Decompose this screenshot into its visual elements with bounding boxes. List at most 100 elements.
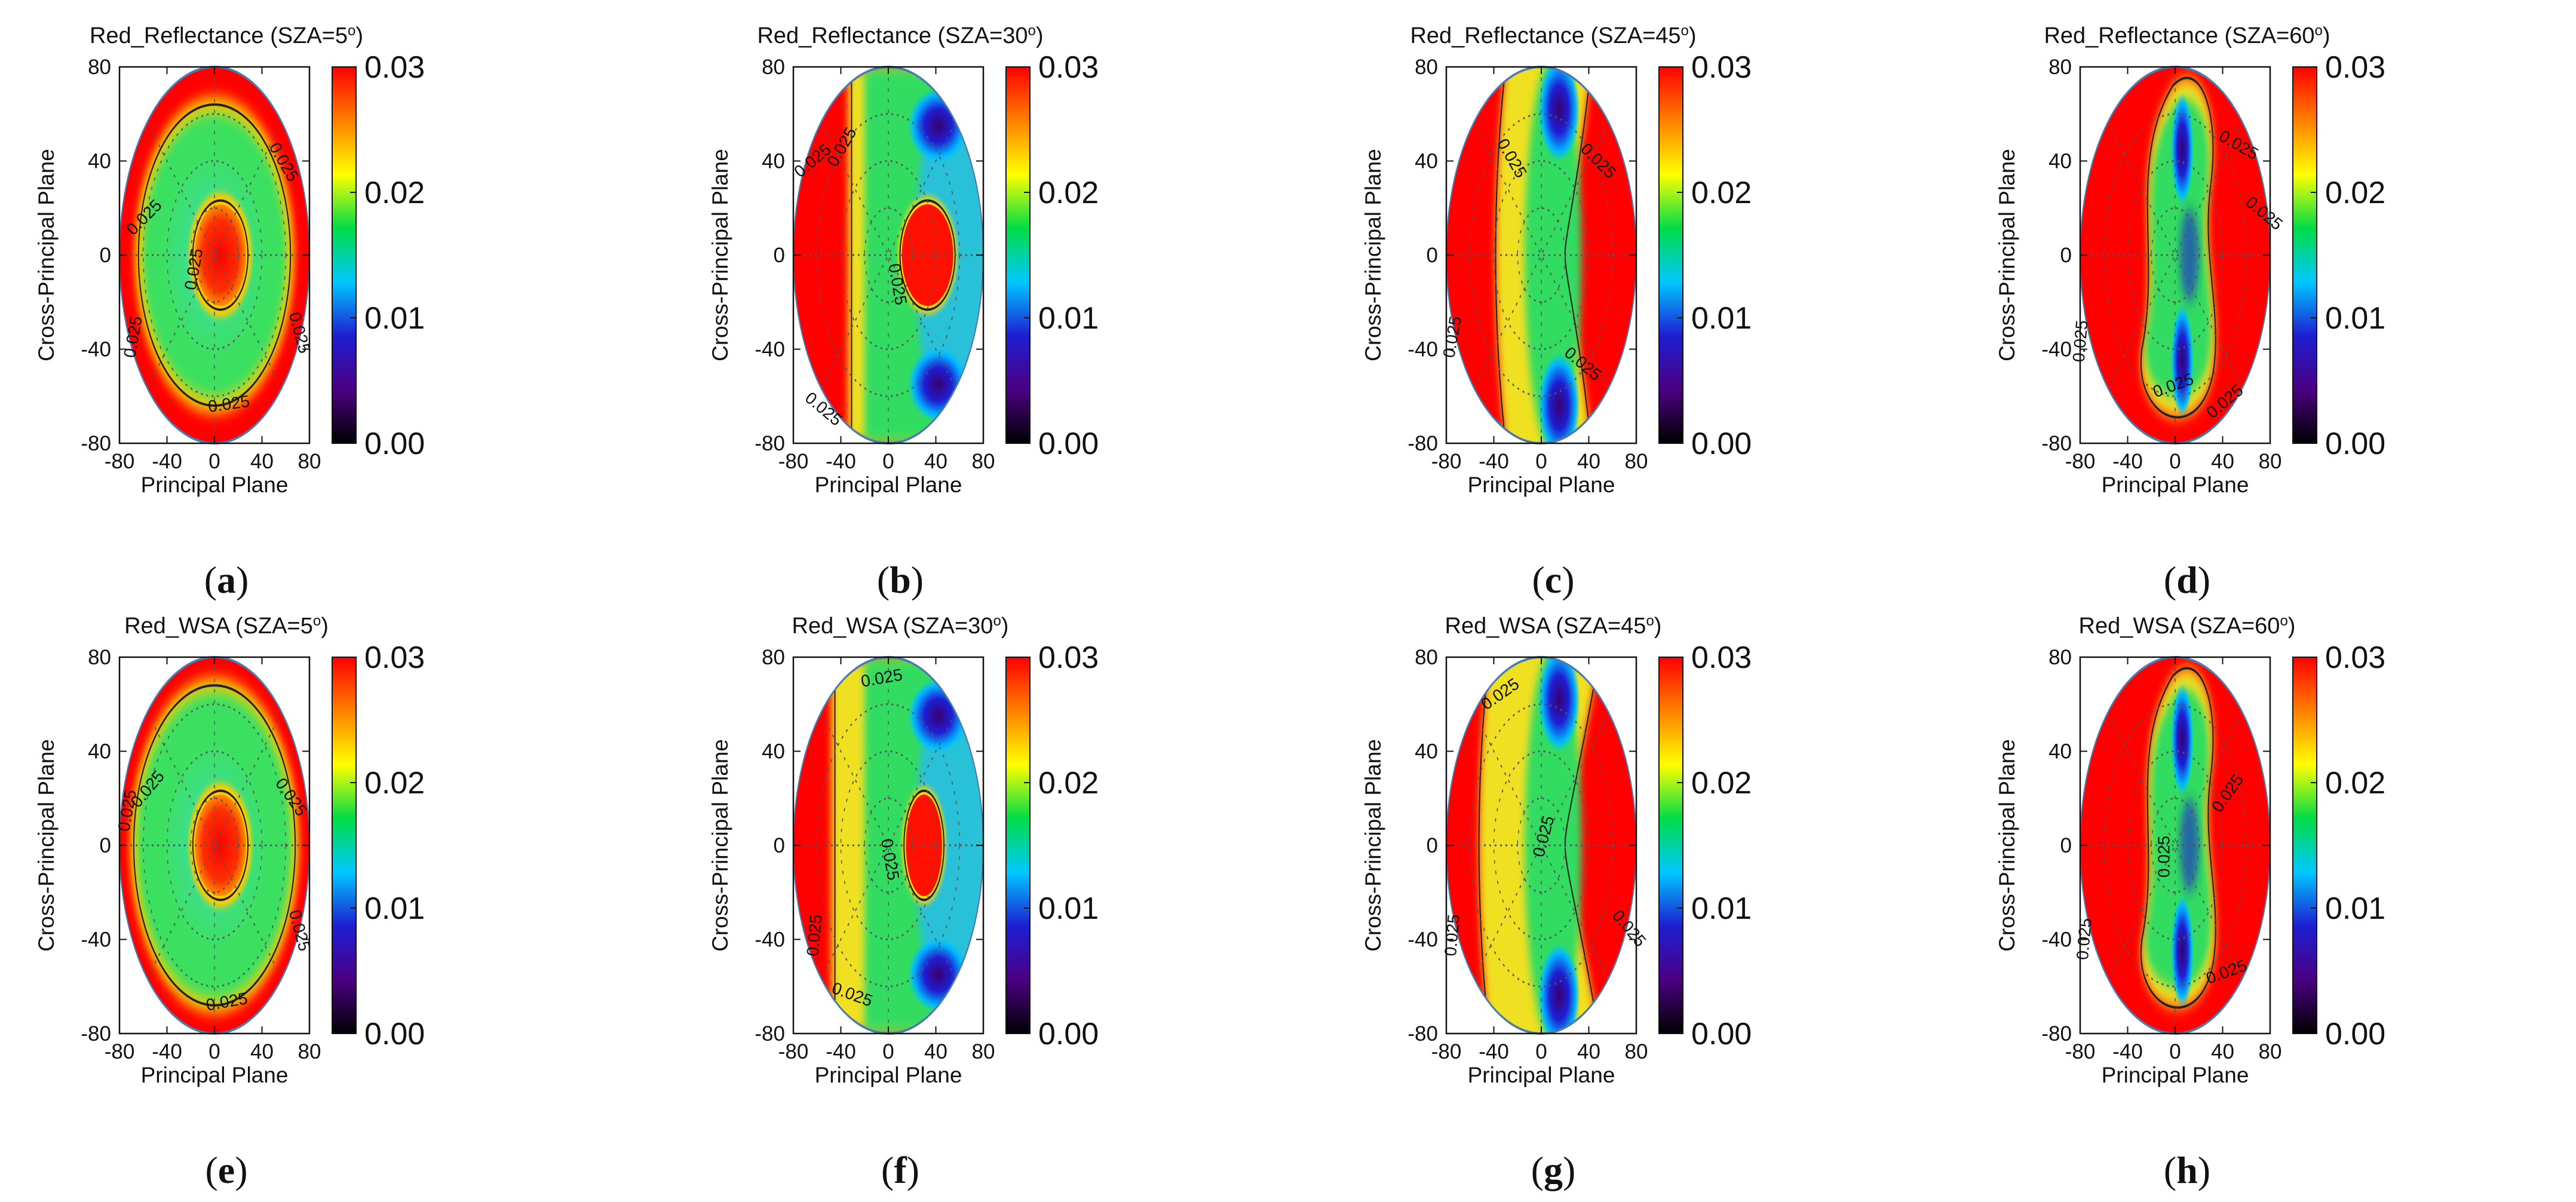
- y-tick-label: 80: [88, 646, 111, 669]
- colorbar-tick-label: 0.01: [1691, 891, 1752, 926]
- y-tick-label: 80: [2048, 646, 2072, 669]
- colorbar-tick-label: 0.00: [1038, 427, 1099, 461]
- panel-letter-value: e: [218, 1149, 235, 1191]
- x-tick-label: -80: [1431, 450, 1462, 473]
- panel-title-sza: 60: [2255, 614, 2280, 639]
- colorbar-tick-label: 0.01: [2325, 301, 2385, 336]
- panel-letter-value: a: [217, 559, 236, 601]
- x-axis-label: Principal Plane: [141, 473, 289, 497]
- y-tick-label: 80: [762, 56, 785, 79]
- y-tick-label: 40: [1415, 150, 1438, 173]
- x-tick-label: -80: [2065, 1040, 2096, 1063]
- contour-line: [2140, 667, 2216, 1009]
- panel-title-sza: 30: [1002, 23, 1028, 48]
- colorbar-tick-label: 0.02: [1691, 176, 1752, 210]
- y-axis-label: Cross-Principal Plane: [708, 149, 732, 361]
- heatmap-low-bottom: [907, 347, 969, 422]
- y-tick-label: 80: [88, 56, 111, 79]
- heatmap-field: [793, 67, 983, 444]
- colorbar-tick-label: 0.02: [1691, 766, 1752, 801]
- y-tick-label: 80: [1415, 646, 1438, 669]
- y-tick-label: -80: [2041, 432, 2072, 455]
- paren-close: ): [1562, 559, 1574, 601]
- y-tick-label: -80: [81, 1022, 111, 1045]
- grid-ring: [166, 750, 263, 940]
- colorbar-tick-label: 0.03: [364, 50, 425, 85]
- panel-title-suffix: ): [1001, 614, 1009, 639]
- colorbar: [1005, 66, 1031, 444]
- x-tick-label: -40: [2112, 450, 2143, 473]
- panel-letter-value: d: [2176, 559, 2198, 601]
- heatmap-hotspot: [901, 204, 953, 306]
- panel-title-prefix: Red_Reflectance (SZA=: [1410, 23, 1655, 48]
- y-tick-label: -40: [2041, 338, 2072, 361]
- panel-title: Red_Reflectance (SZA=45o): [1410, 23, 1696, 49]
- panel-letter: (b): [877, 559, 924, 601]
- paren-open: (: [1532, 559, 1544, 601]
- x-tick-label: 0: [2169, 450, 2181, 473]
- x-tick-label: -40: [826, 450, 856, 473]
- y-tick-label: -40: [81, 928, 111, 952]
- y-tick-label: -40: [81, 338, 111, 361]
- grid-ring: [1470, 113, 1613, 397]
- x-tick-label: 80: [298, 450, 321, 473]
- x-tick-label: 40: [1577, 1040, 1600, 1063]
- panel-title-prefix: Red_WSA (SZA=: [124, 614, 300, 639]
- y-tick-label: 0: [100, 244, 111, 267]
- panel-a: Red_Reflectance (SZA=5o)0.0250.0250.0250…: [34, 23, 425, 602]
- paren-close: ): [2198, 1149, 2210, 1191]
- colorbar-tick-label: 0.00: [2325, 427, 2385, 461]
- heatmap-low-top: [1538, 67, 1580, 162]
- panel-title-suffix: ): [1036, 23, 1044, 48]
- x-tick-label: 40: [924, 1040, 947, 1063]
- paren-open: (: [881, 1149, 894, 1191]
- y-tick-label: 40: [762, 150, 785, 173]
- x-tick-label: 0: [208, 450, 220, 473]
- panel-letter-value: g: [1544, 1149, 1563, 1191]
- colorbar-tick-label: 0.02: [2325, 766, 2385, 801]
- panel-title: Red_Reflectance (SZA=60o): [2044, 23, 2330, 49]
- colorbar-tick-label: 0.02: [1038, 766, 1099, 801]
- heatmap-transform: [2080, 656, 2271, 1035]
- contour-line: [1495, 67, 1594, 444]
- x-tick-label: -40: [152, 450, 182, 473]
- y-tick-label: -80: [1407, 432, 1438, 455]
- x-tick-label: 40: [250, 450, 274, 473]
- paren-open: (: [205, 1149, 217, 1191]
- x-tick-label: 80: [298, 1040, 321, 1063]
- y-tick-label: 0: [2060, 244, 2072, 267]
- heatmap-low-top: [907, 678, 969, 754]
- heatmap-transform: [793, 66, 984, 444]
- x-tick-label: 40: [250, 1040, 274, 1063]
- x-tick-label: 0: [882, 1040, 894, 1063]
- degree-sign: o: [2315, 23, 2323, 39]
- x-tick-label: 40: [2211, 450, 2234, 473]
- panel-title-prefix: Red_Reflectance (SZA=: [2044, 23, 2289, 48]
- panel-b: Red_Reflectance (SZA=30o)0.0250.0250.025…: [708, 23, 1099, 602]
- y-tick-label: 0: [1427, 834, 1438, 857]
- degree-sign: o: [993, 613, 1001, 629]
- panel-title-prefix: Red_Reflectance (SZA=: [757, 23, 1002, 48]
- y-tick-label: 40: [1415, 740, 1438, 763]
- grid-ring: [840, 160, 937, 350]
- panel-letter: (d): [2164, 559, 2210, 601]
- colorbar: [1658, 657, 1683, 1034]
- panel-title-prefix: Red_WSA (SZA=: [2079, 614, 2255, 639]
- heatmap-field: [2080, 657, 2270, 1034]
- contour-inner: [192, 199, 249, 311]
- panel-title: Red_WSA (SZA=45o): [1445, 613, 1662, 639]
- colorbar-tick-label: 0.03: [2325, 640, 2385, 675]
- x-tick-label: -80: [105, 450, 135, 473]
- colorbar-tick-label: 0.03: [1691, 50, 1752, 85]
- colorbar-tick-label: 0.00: [1691, 427, 1752, 461]
- x-tick-label: 0: [2169, 1040, 2181, 1063]
- contour-outer: [133, 684, 296, 1007]
- panel-g: Red_WSA (SZA=45o)0.0250.0250.0250.025-80…: [1361, 613, 1752, 1192]
- heatmap-low-top: [907, 88, 969, 164]
- panel-title-sza: 5: [300, 614, 313, 639]
- colorbar-tick-label: 0.01: [2325, 891, 2385, 926]
- colorbar-tick-label: 0.01: [364, 301, 425, 336]
- y-tick-label: 0: [100, 834, 111, 857]
- x-axis-label: Principal Plane: [141, 1063, 289, 1087]
